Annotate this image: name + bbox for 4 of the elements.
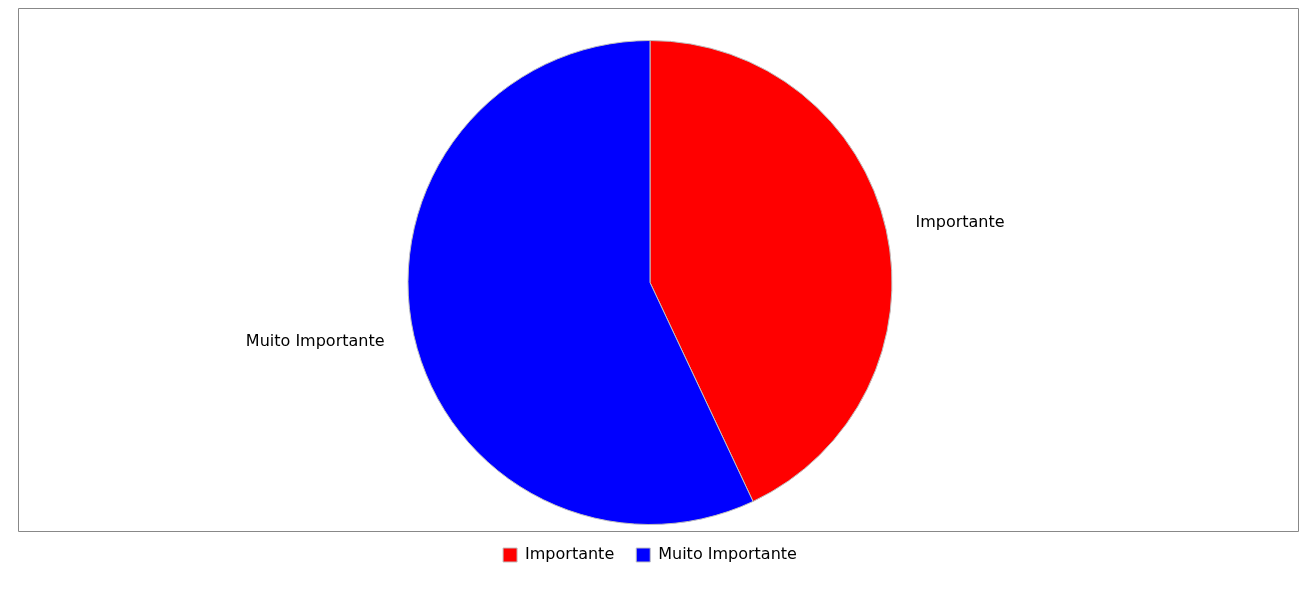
legend-label: Muito Importante [658,544,797,564]
legend-label: Importante [525,544,615,564]
slice-label: Muito Importante [245,330,385,350]
slice-label: Importante [915,212,1005,232]
